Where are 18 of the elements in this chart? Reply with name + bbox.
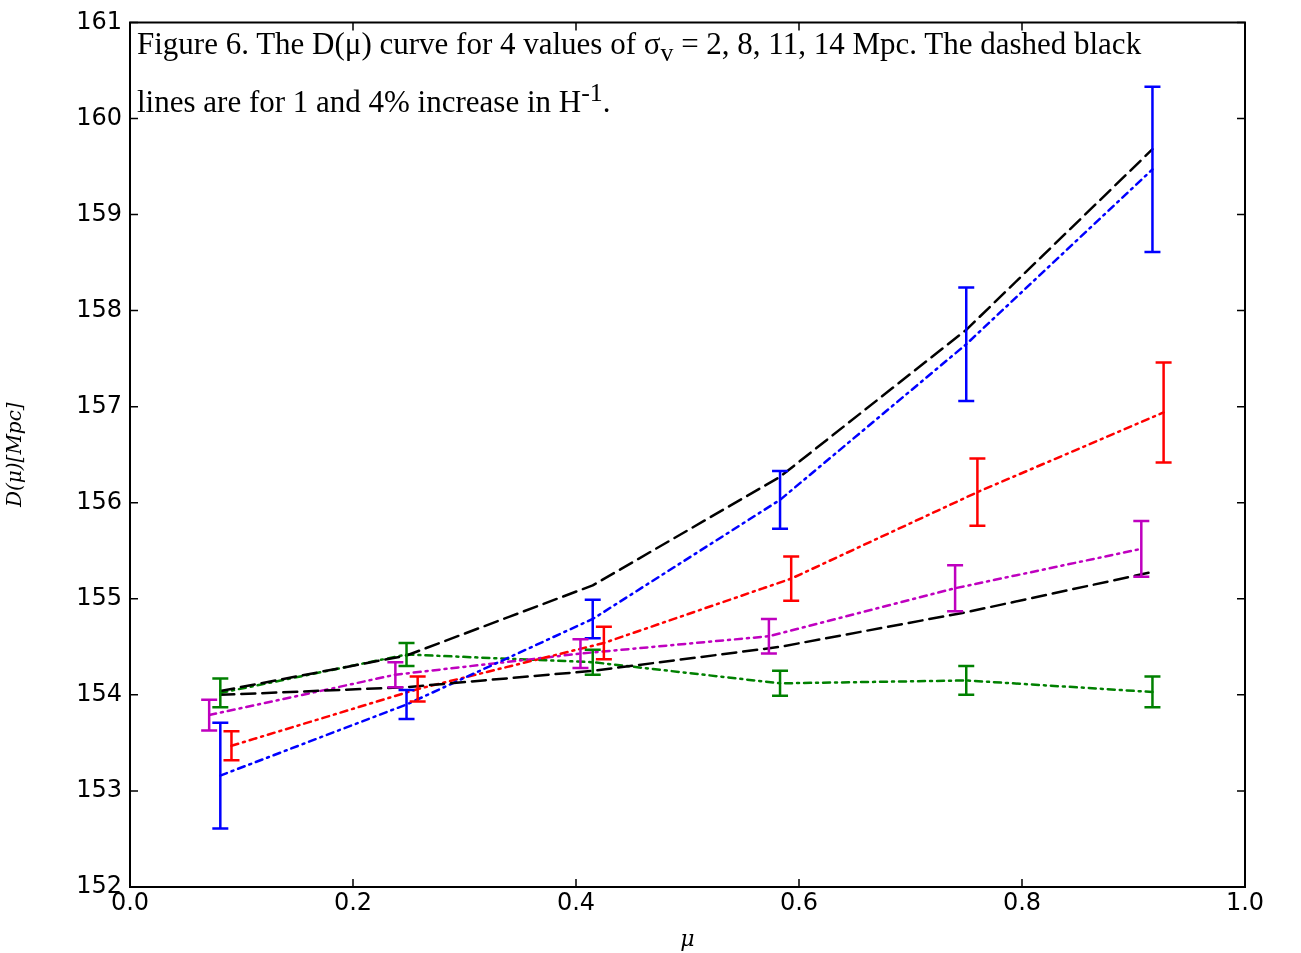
x-tick-label: 1.0 <box>1225 887 1265 916</box>
y-tick-label: 160 <box>76 102 122 131</box>
line-series <box>219 147 1154 693</box>
text: Figure 6. The D(μ) curve for 4 values of σ$_{v}$ = 2, 8, 11, 14 Mpc. The dashed black lines are for 1 and 4% increase in H$^{-1}$. <box>137 26 1142 120</box>
x-tick-label: 0.2 <box>333 887 373 916</box>
x-tick-label: 0.4 <box>556 887 596 916</box>
y-tick-label: 153 <box>76 775 122 804</box>
x-tick-label: 0.8 <box>1002 887 1042 916</box>
y-axis-title: D(μ)[Mpc] <box>2 402 27 509</box>
y-tick-label: 158 <box>76 294 122 323</box>
y-tick-label: 155 <box>76 583 122 612</box>
x-axis-title: μ <box>680 925 695 951</box>
y-tick-label: 161 <box>76 6 122 35</box>
y-tick-label: 154 <box>76 679 122 708</box>
y-tick-label: 159 <box>76 198 122 227</box>
x-tick-label: 0.6 <box>779 887 819 916</box>
y-tick-label: 157 <box>76 390 122 419</box>
y-tick-label: 156 <box>76 486 122 515</box>
